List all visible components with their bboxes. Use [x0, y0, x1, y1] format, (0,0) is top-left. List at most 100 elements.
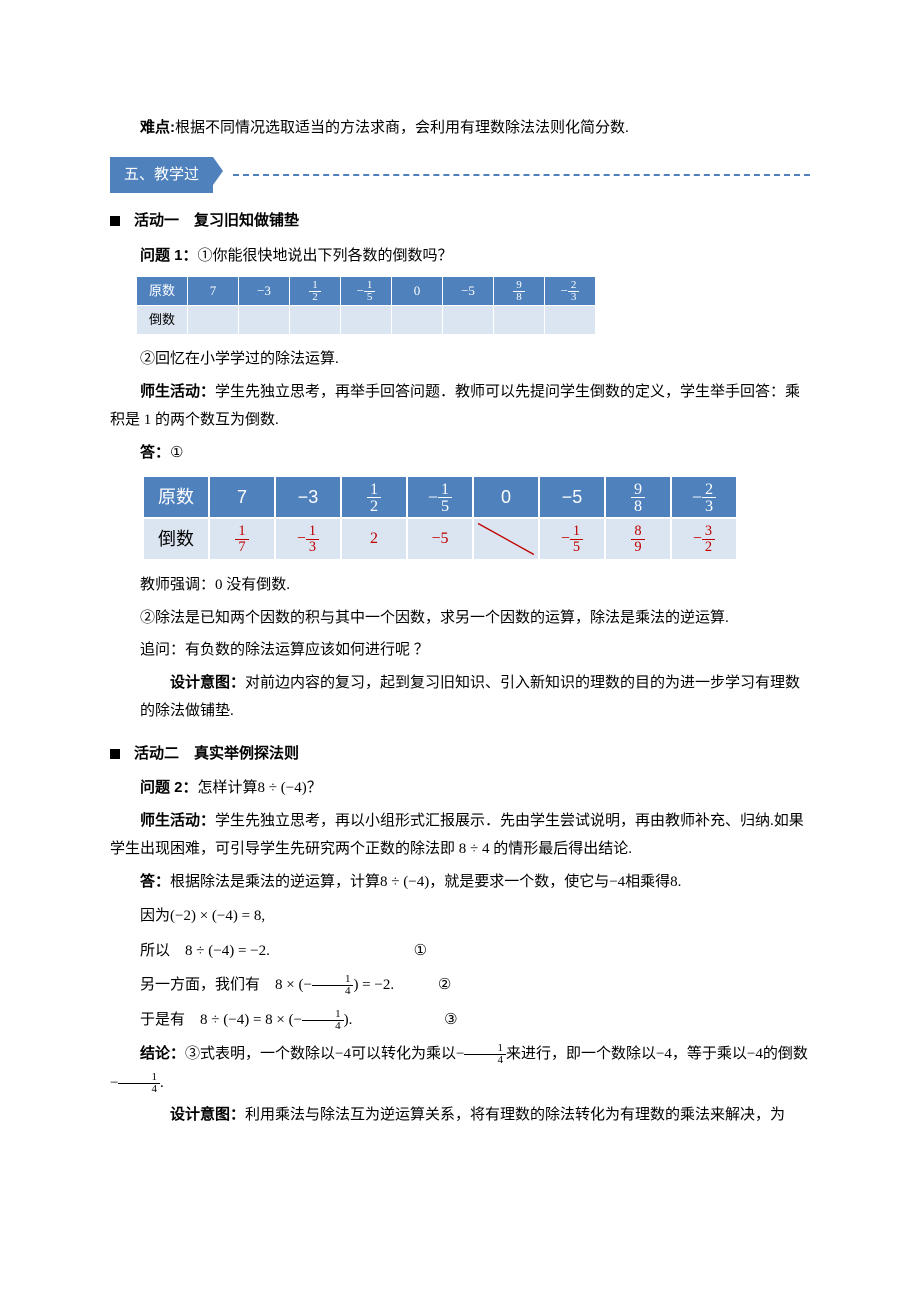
large-table: 原数 7 −3 12 −15 0 −5 98 −23 倒数 17 −13 2 −… — [142, 475, 738, 561]
eq3a: 8 × (− — [275, 977, 312, 993]
question2-label: 问题 2： — [140, 779, 198, 796]
conclusion-bold: 结论： — [140, 1045, 185, 1062]
small-th: 7 — [188, 277, 239, 306]
conclusion-t1: ③式表明，一个数除以−4可以转化为乘以− — [185, 1046, 464, 1062]
a2-line2-bold: 答： — [140, 873, 170, 890]
activity2-heading-text: 活动二 真实举例探法则 — [134, 745, 299, 762]
large-td: −15 — [539, 518, 605, 560]
a1-line5: 教师强调：0 没有倒数. — [110, 571, 810, 600]
large-td-label: 倒数 — [143, 518, 209, 560]
a2-line2-text: 根据除法是乘法的逆运算，计算8 ÷ (−4)，就是要求一个数，使它与−4相乘得8… — [170, 874, 681, 890]
small-td — [239, 306, 290, 335]
large-td: 2 — [341, 518, 407, 560]
section-dash-line — [233, 174, 810, 176]
large-th: −3 — [275, 476, 341, 518]
large-th: 7 — [209, 476, 275, 518]
large-td: −5 — [407, 518, 473, 560]
eq3-pre: 另一方面，我们有 — [140, 977, 275, 993]
a1-line4-bold: 答： — [140, 444, 170, 461]
eq2-pre: 所以 — [140, 943, 185, 959]
cross-out-icon — [474, 519, 538, 559]
question1-text: ①你能很快地说出下列各数的倒数吗？ — [198, 248, 453, 264]
square-bullet-icon — [110, 749, 120, 759]
a1-line2: ②回忆在小学学过的除法运算. — [110, 345, 810, 374]
circ3: ③ — [444, 1012, 457, 1028]
question2-text: 怎样计算8 ÷ (−4)？ — [198, 780, 322, 796]
large-th: 0 — [473, 476, 539, 518]
square-bullet-icon — [110, 216, 120, 226]
frac-1-4: 14 — [118, 1072, 160, 1095]
eq4-line: 于是有 8 ÷ (−4) = 8 × (−14). ③ — [110, 1006, 810, 1035]
a2-line1-bold: 师生活动： — [140, 812, 215, 829]
small-th: 98 — [494, 277, 545, 306]
a2-line2: 答：根据除法是乘法的逆运算，计算8 ÷ (−4)，就是要求一个数，使它与−4相乘… — [110, 868, 810, 897]
eq2: 8 ÷ (−4) = −2. — [185, 943, 270, 959]
small-td — [392, 306, 443, 335]
a1-line7: 追问：有负数的除法运算应该如何进行呢 ？ — [110, 636, 810, 665]
small-td — [290, 306, 341, 335]
a2-design: 设计意图：利用乘法与除法互为逆运算关系，将有理数的除法转化为有理数的乘法来解决，… — [140, 1101, 810, 1130]
large-th-origin: 原数 — [143, 476, 209, 518]
large-td: −13 — [275, 518, 341, 560]
difficulty-text: 根据不同情况选取适当的方法求商，会利用有理数除法法则化简分数. — [175, 120, 629, 136]
eq4-pre: 于是有 — [140, 1012, 200, 1028]
large-th: −5 — [539, 476, 605, 518]
activity2-heading: 活动二 真实举例探法则 — [110, 740, 810, 769]
small-th: −5 — [443, 277, 494, 306]
large-th: −23 — [671, 476, 737, 518]
difficulty-para: 难点:根据不同情况选取适当的方法求商，会利用有理数除法法则化简分数. — [110, 114, 810, 143]
question2-para: 问题 2：怎样计算8 ÷ (−4)？ — [110, 774, 810, 803]
table-row: 原数 7 −3 12 −15 0 −5 98 −23 — [143, 476, 737, 518]
small-th: 12 — [290, 277, 341, 306]
eq4b: ). — [344, 1012, 353, 1028]
a2-design-text: 利用乘法与除法互为逆运算关系，将有理数的除法转化为有理数的乘法来解决，为 — [245, 1107, 785, 1123]
question1-label: 问题 1： — [140, 247, 198, 264]
eq4a: 8 ÷ (−4) = 8 × (− — [200, 1012, 302, 1028]
small-th: 0 — [392, 277, 443, 306]
a1-line3: 师生活动：学生先独立思考，再举手回答问题．教师可以先提问学生倒数的定义，学生举手… — [110, 378, 810, 435]
eq2-line: 所以 8 ÷ (−4) = −2. ① — [110, 937, 810, 966]
eq3b: ) = −2. — [353, 977, 394, 993]
small-td-label: 倒数 — [137, 306, 188, 335]
page: 难点:根据不同情况选取适当的方法求商，会利用有理数除法法则化简分数. 五、教学过… — [0, 0, 920, 1302]
table-row: 倒数 — [137, 306, 596, 335]
small-th: −15 — [341, 277, 392, 306]
small-th-origin: 原数 — [137, 277, 188, 306]
conclusion-para: 结论：③式表明，一个数除以−4可以转化为乘以−14来进行，即一个数除以−4，等于… — [110, 1040, 810, 1097]
large-th: 98 — [605, 476, 671, 518]
frac-1-4: 14 — [312, 974, 354, 997]
table-row: 倒数 17 −13 2 −5 −15 89 −32 — [143, 518, 737, 560]
small-td — [341, 306, 392, 335]
table-row: 原数 7 −3 12 −15 0 −5 98 −23 — [137, 277, 596, 306]
frac-1-4: 14 — [464, 1043, 506, 1066]
large-td-none — [473, 518, 539, 560]
large-th: 12 — [341, 476, 407, 518]
activity1-heading-text: 活动一 复习旧知做铺垫 — [134, 212, 299, 229]
eq1-pre: 因为 — [140, 908, 170, 924]
a1-line6: ②除法是已知两个因数的积与其中一个因数，求另一个因数的运算，除法是乘法的逆运算. — [110, 604, 810, 633]
eq3-line: 另一方面，我们有 8 × (−14) = −2. ② — [110, 971, 810, 1000]
conclusion-t3: . — [160, 1075, 164, 1091]
small-table: 原数 7 −3 12 −15 0 −5 98 −23 倒数 — [136, 276, 596, 335]
frac-1-4: 14 — [302, 1009, 344, 1032]
a2-line1: 师生活动：学生先独立思考，再以小组形式汇报展示．先由学生尝试说明，再由教师补充、… — [110, 807, 810, 864]
circ1: ① — [414, 943, 427, 959]
difficulty-label: 难点: — [140, 119, 175, 136]
a1-design: 设计意图：对前边内容的复习，起到复习旧知识、引入新知识的理数的目的为进一步学习有… — [140, 669, 810, 726]
a2-line1-text: 学生先独立思考，再以小组形式汇报展示．先由学生尝试说明，再由教师补充、归纳.如果… — [110, 813, 804, 858]
small-td — [494, 306, 545, 335]
a2-design-bold: 设计意图： — [170, 1106, 245, 1123]
large-td: −32 — [671, 518, 737, 560]
section-header-row: 五、教学过 — [110, 157, 810, 194]
a1-design-bold: 设计意图： — [170, 674, 245, 691]
large-th: −15 — [407, 476, 473, 518]
circ2: ② — [438, 977, 451, 993]
small-th: −23 — [545, 277, 596, 306]
a1-line4-text: ① — [170, 445, 183, 461]
question1-para: 问题 1：①你能很快地说出下列各数的倒数吗？ — [110, 242, 810, 271]
eq1-line: 因为(−2) × (−4) = 8, — [110, 902, 810, 931]
small-td — [545, 306, 596, 335]
activity1-heading: 活动一 复习旧知做铺垫 — [110, 207, 810, 236]
small-td — [443, 306, 494, 335]
a1-line3-bold: 师生活动： — [140, 383, 215, 400]
